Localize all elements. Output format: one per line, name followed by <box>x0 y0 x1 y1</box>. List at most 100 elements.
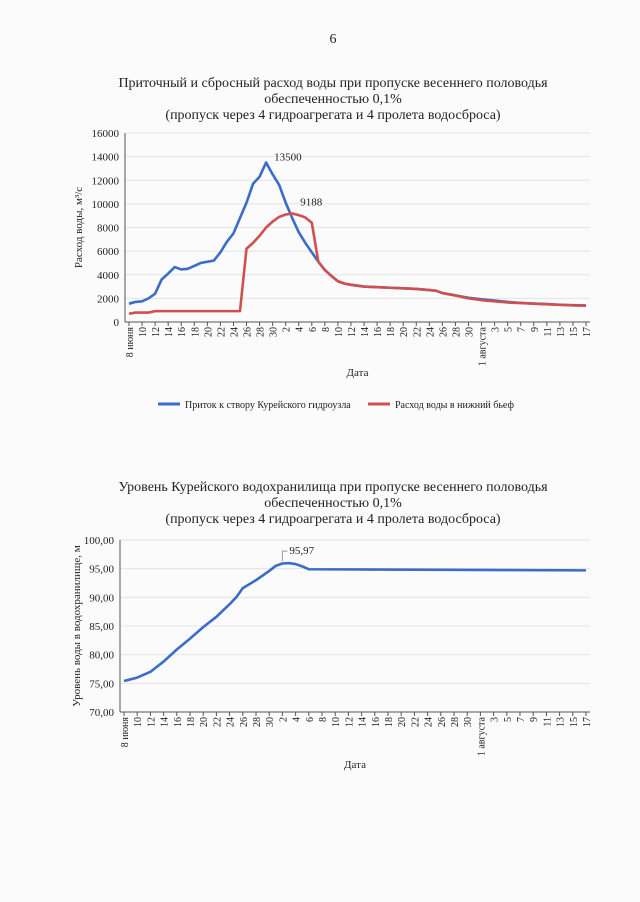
y-tick-label: 0 <box>114 317 120 329</box>
x-tick-label: 9 <box>530 327 541 332</box>
y-tick-label: 85,00 <box>89 621 114 633</box>
x-tick-label: 15 <box>569 327 580 337</box>
x-tick-label: 30 <box>463 717 474 727</box>
x-tick-label: 13 <box>556 327 567 337</box>
y-tick-label: 8000 <box>97 223 120 235</box>
chart1-title-line: обеспеченностью 0,1% <box>264 92 402 107</box>
x-tick-label: 1 августа <box>476 716 487 756</box>
chart2-title-line: (пропуск через 4 гидроагрегата и 4 проле… <box>165 512 501 527</box>
data-label: 95,97 <box>289 545 314 557</box>
x-tick-label: 10 <box>133 717 144 727</box>
y-tick-label: 14000 <box>92 152 120 164</box>
x-tick-label: 5 <box>503 717 514 722</box>
x-tick-label: 24 <box>424 717 435 727</box>
x-tick-label: 17 <box>582 717 593 727</box>
x-tick-label: 22 <box>216 327 227 337</box>
x-tick-label: 14 <box>160 717 171 727</box>
x-tick-label: 28 <box>451 327 462 337</box>
y-tick-label: 70,00 <box>89 707 114 719</box>
legend-label: Приток к створу Курейского гидроузла <box>185 400 351 411</box>
x-tick-label: 10 <box>334 327 345 337</box>
y-tick-label: 4000 <box>97 270 120 282</box>
x-tick-label: 15 <box>569 717 580 727</box>
y-axis-label: Расход воды, м³/с <box>73 187 85 268</box>
x-tick-label: 1 августа <box>478 326 489 366</box>
x-tick-label: 12 <box>151 327 162 337</box>
chart1-title-line: (пропуск через 4 гидроагрегата и 4 проле… <box>165 108 501 123</box>
x-tick-label: 3 <box>491 327 502 332</box>
x-tick-label: 26 <box>239 717 250 727</box>
series-line-1 <box>123 561 587 683</box>
x-tick-label: 28 <box>252 717 263 727</box>
x-tick-label: 11 <box>542 717 553 727</box>
x-tick-label: 14 <box>360 327 371 337</box>
x-tick-label: 12 <box>146 717 157 727</box>
data-label: 9188 <box>300 196 323 208</box>
x-tick-label: 22 <box>412 327 423 337</box>
x-tick-label: 4 <box>292 717 303 722</box>
x-tick-label: 16 <box>371 717 382 727</box>
y-tick-label: 2000 <box>97 293 120 305</box>
y-tick-label: 75,00 <box>89 678 114 690</box>
annotation-leader <box>281 550 288 562</box>
x-tick-label: 18 <box>386 327 397 337</box>
x-tick-label: 2 <box>282 327 293 332</box>
x-tick-label: 30 <box>269 327 280 337</box>
y-tick-label: 95,00 <box>89 564 114 576</box>
x-tick-label: 26 <box>437 717 448 727</box>
x-tick-label: 18 <box>186 717 197 727</box>
data-label: 13500 <box>274 152 302 164</box>
page-number: 6 <box>329 32 337 47</box>
y-tick-label: 100,00 <box>84 535 115 547</box>
x-tick-label: 6 <box>308 327 319 332</box>
chart2-title-line: обеспеченностью 0,1% <box>264 496 402 511</box>
x-tick-label: 16 <box>177 327 188 337</box>
y-tick-label: 16000 <box>92 128 120 140</box>
y-tick-label: 90,00 <box>89 592 114 604</box>
x-tick-label: 6 <box>305 717 316 722</box>
x-tick-label: 30 <box>265 717 276 727</box>
x-tick-label: 11 <box>543 327 554 337</box>
y-tick-label: 6000 <box>97 246 120 258</box>
x-tick-label: 10 <box>331 717 342 727</box>
x-tick-label: 14 <box>358 717 369 727</box>
x-tick-label: 24 <box>226 717 237 727</box>
y-tick-label: 12000 <box>92 175 120 187</box>
x-tick-label: 12 <box>347 327 358 337</box>
x-tick-label: 18 <box>384 717 395 727</box>
x-tick-label: 20 <box>399 327 410 337</box>
y-tick-label: 80,00 <box>89 650 114 662</box>
x-tick-label: 16 <box>173 717 184 727</box>
x-tick-label: 5 <box>504 327 515 332</box>
x-axis-label: Дата <box>347 367 369 379</box>
x-tick-label: 26 <box>243 327 254 337</box>
chart2-title-line: Уровень Курейского водохранилища при про… <box>118 480 548 495</box>
x-tick-label: 26 <box>438 327 449 337</box>
x-tick-label: 10 <box>138 327 149 337</box>
x-tick-label: 22 <box>212 717 223 727</box>
x-tick-label: 12 <box>344 717 355 727</box>
x-tick-label: 28 <box>256 327 267 337</box>
y-axis-label: Уровень воды в водохранилище, м <box>71 545 83 706</box>
x-axis-label: Дата <box>344 759 366 771</box>
x-tick-label: 8 <box>321 327 332 332</box>
x-tick-label: 18 <box>190 327 201 337</box>
legend-label: Расход воды в нижний бьеф <box>395 400 514 411</box>
x-tick-label: 8 июня <box>125 327 136 358</box>
x-tick-label: 24 <box>425 327 436 337</box>
series-line-1 <box>128 161 587 307</box>
x-tick-label: 28 <box>450 717 461 727</box>
x-tick-label: 9 <box>529 717 540 722</box>
chart1-title-line: Приточный и сбросный расход воды при про… <box>118 76 548 91</box>
x-tick-label: 16 <box>373 327 384 337</box>
x-tick-label: 4 <box>295 327 306 332</box>
x-tick-label: 3 <box>490 717 501 722</box>
chart2-title: Уровень Курейского водохранилища при про… <box>0 480 640 528</box>
x-tick-label: 24 <box>229 327 240 337</box>
x-tick-label: 8 июня <box>120 717 131 748</box>
y-tick-label: 10000 <box>92 199 120 211</box>
x-tick-label: 17 <box>582 327 593 337</box>
x-tick-label: 30 <box>464 327 475 337</box>
